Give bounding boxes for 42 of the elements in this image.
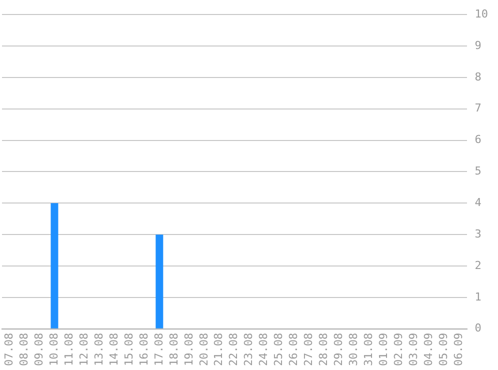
x-tick-label: 08.08: [17, 332, 30, 366]
x-tick-label: 28.08: [317, 332, 330, 366]
x-tick-label: 03.09: [407, 332, 420, 366]
x-tick-label: 24.08: [257, 332, 270, 366]
x-tick-label: 06.09: [452, 332, 466, 366]
x-tick-label: 10.08: [47, 332, 60, 366]
x-tick-label: 14.08: [107, 332, 120, 366]
y-tick-label: 8: [474, 70, 482, 84]
x-tick-label: 01.09: [377, 332, 390, 366]
x-tick-label: 17.08: [152, 332, 166, 366]
x-tick-label: 23.08: [242, 332, 256, 366]
x-tick-label: 02.09: [392, 332, 406, 366]
x-tick-label: 11.08: [62, 332, 76, 366]
y-tick-label: 9: [474, 38, 482, 52]
y-tick-label: 5: [474, 164, 482, 178]
x-tick-label: 26.08: [287, 332, 300, 366]
y-tick-label: 7: [474, 102, 482, 115]
x-tick-label: 04.09: [422, 332, 436, 366]
y-tick-label: 1: [474, 290, 482, 304]
x-tick-label: 13.08: [92, 332, 106, 366]
y-tick-label: 2: [474, 258, 482, 272]
x-tick-label: 20.08: [197, 332, 210, 366]
x-tick-label: 31.08: [362, 332, 376, 366]
x-tick-label: 16.08: [137, 332, 150, 366]
x-tick-label: 21.08: [212, 332, 226, 366]
x-tick-label: 18.08: [167, 332, 180, 366]
y-tick-label: 4: [474, 196, 482, 210]
x-tick-label: 12.08: [77, 332, 90, 366]
x-tick-label: 22.08: [227, 332, 240, 366]
y-tick-label: 10: [474, 7, 488, 20]
x-tick-label: 29.08: [332, 332, 346, 366]
x-tick-label: 25.08: [272, 332, 286, 366]
x-tick-label: 09.08: [32, 332, 46, 366]
x-tick-label: 15.08: [122, 332, 136, 366]
y-tick-label: 0: [474, 322, 482, 335]
x-tick-label: 07.08: [2, 332, 16, 366]
x-tick-label: 27.08: [302, 332, 316, 366]
x-tick-label: 19.08: [182, 332, 196, 366]
y-tick-label: 6: [474, 133, 482, 146]
y-tick-label: 3: [474, 227, 482, 240]
x-tick-label: 30.08: [347, 332, 360, 366]
x-tick-label: 05.09: [437, 332, 450, 366]
